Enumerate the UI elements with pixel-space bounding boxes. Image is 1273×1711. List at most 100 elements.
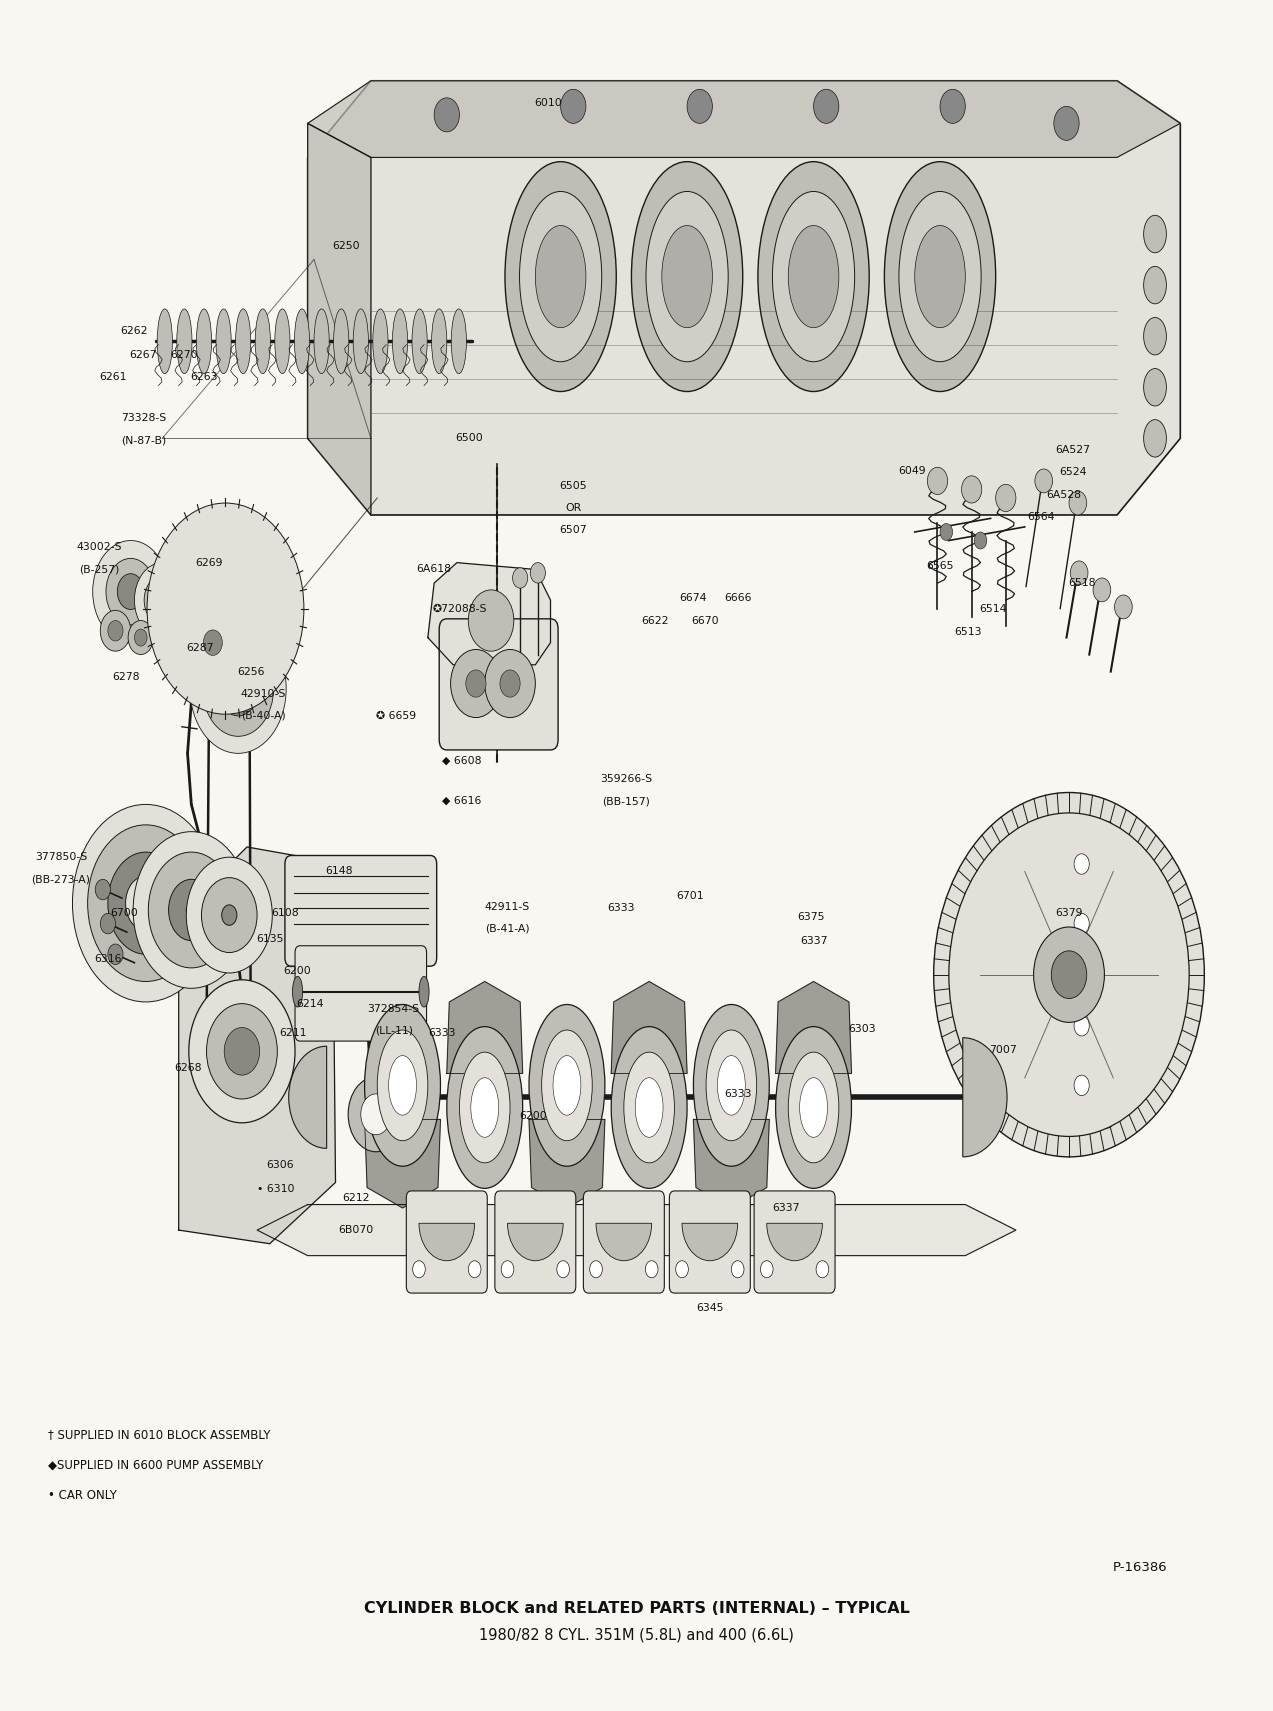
Text: 6256: 6256	[237, 667, 265, 676]
Ellipse shape	[885, 161, 995, 392]
Ellipse shape	[505, 161, 616, 392]
Circle shape	[202, 642, 274, 736]
Circle shape	[101, 611, 131, 652]
Circle shape	[1035, 469, 1053, 493]
Ellipse shape	[773, 192, 854, 361]
Circle shape	[645, 1261, 658, 1278]
Circle shape	[1115, 595, 1132, 619]
Polygon shape	[308, 123, 370, 515]
Ellipse shape	[635, 1078, 663, 1138]
Text: † SUPPLIED IN 6010 BLOCK ASSEMBLY: † SUPPLIED IN 6010 BLOCK ASSEMBLY	[48, 1429, 271, 1441]
Text: (N-87-B): (N-87-B)	[121, 435, 165, 445]
Ellipse shape	[757, 161, 869, 392]
Circle shape	[485, 650, 536, 717]
Circle shape	[732, 1261, 743, 1278]
Ellipse shape	[388, 1056, 416, 1116]
Text: (BB-157): (BB-157)	[602, 796, 651, 806]
Circle shape	[556, 1261, 569, 1278]
Polygon shape	[178, 847, 336, 1244]
Circle shape	[190, 625, 286, 753]
Circle shape	[93, 541, 168, 643]
Circle shape	[213, 592, 238, 626]
Ellipse shape	[788, 226, 839, 329]
Circle shape	[1094, 578, 1111, 602]
FancyBboxPatch shape	[583, 1191, 665, 1294]
Circle shape	[687, 89, 713, 123]
Polygon shape	[257, 1205, 1016, 1256]
Ellipse shape	[373, 310, 388, 373]
Text: 6268: 6268	[174, 1063, 201, 1073]
Text: 6518: 6518	[1068, 578, 1095, 589]
Circle shape	[179, 592, 196, 614]
Text: 6108: 6108	[271, 909, 299, 919]
Circle shape	[186, 857, 272, 974]
Text: (B-257): (B-257)	[79, 565, 120, 575]
Ellipse shape	[718, 1056, 745, 1116]
Ellipse shape	[216, 310, 232, 373]
Text: 6261: 6261	[99, 371, 127, 382]
Circle shape	[451, 650, 502, 717]
Ellipse shape	[799, 1078, 827, 1138]
Circle shape	[1051, 951, 1087, 999]
Text: 6306: 6306	[266, 1160, 294, 1170]
Text: (LL-11): (LL-11)	[374, 1027, 412, 1035]
Circle shape	[188, 980, 295, 1122]
Polygon shape	[775, 982, 852, 1073]
FancyBboxPatch shape	[754, 1191, 835, 1294]
Text: 6200: 6200	[284, 967, 312, 977]
Text: 6333: 6333	[724, 1088, 751, 1098]
Ellipse shape	[236, 310, 251, 373]
Text: 6505: 6505	[559, 481, 587, 491]
Text: 6214: 6214	[297, 999, 323, 1008]
Text: 6263: 6263	[190, 371, 218, 382]
Ellipse shape	[694, 1004, 769, 1167]
Ellipse shape	[419, 977, 429, 1008]
Wedge shape	[682, 1223, 737, 1261]
Circle shape	[164, 573, 210, 635]
Text: 6049: 6049	[899, 465, 925, 476]
Circle shape	[186, 903, 196, 917]
Wedge shape	[289, 1045, 327, 1148]
Circle shape	[939, 524, 952, 541]
Ellipse shape	[536, 226, 586, 329]
Text: 6316: 6316	[94, 955, 122, 965]
Circle shape	[108, 852, 183, 955]
Text: 6A618: 6A618	[416, 565, 452, 575]
Ellipse shape	[377, 1030, 428, 1141]
Circle shape	[412, 1261, 425, 1278]
Circle shape	[502, 1261, 514, 1278]
Circle shape	[202, 578, 248, 640]
Ellipse shape	[1143, 419, 1166, 457]
Ellipse shape	[364, 1004, 440, 1167]
Circle shape	[1069, 491, 1087, 515]
Text: (B-40-A): (B-40-A)	[241, 710, 286, 720]
Circle shape	[164, 527, 286, 690]
Ellipse shape	[255, 310, 270, 373]
Ellipse shape	[1143, 318, 1166, 354]
Text: 6269: 6269	[195, 558, 223, 568]
Circle shape	[108, 621, 123, 642]
Text: 6500: 6500	[456, 433, 484, 443]
Text: 73328-S: 73328-S	[121, 412, 165, 423]
Circle shape	[204, 630, 223, 655]
Ellipse shape	[412, 310, 428, 373]
Circle shape	[218, 662, 258, 715]
Circle shape	[95, 879, 111, 900]
Ellipse shape	[645, 192, 728, 361]
Circle shape	[222, 905, 237, 926]
Text: 6200: 6200	[519, 1110, 546, 1121]
Circle shape	[434, 98, 460, 132]
Wedge shape	[596, 1223, 652, 1261]
Ellipse shape	[294, 310, 309, 373]
Circle shape	[206, 1004, 278, 1098]
Ellipse shape	[624, 1052, 675, 1163]
Text: 6379: 6379	[1055, 909, 1083, 919]
FancyBboxPatch shape	[406, 1191, 488, 1294]
Text: P-16386: P-16386	[1113, 1560, 1167, 1574]
Text: OR: OR	[565, 503, 582, 513]
Circle shape	[948, 813, 1189, 1136]
Ellipse shape	[447, 1027, 523, 1189]
Circle shape	[149, 852, 234, 968]
Text: 42910-S: 42910-S	[241, 690, 286, 698]
Text: 6270: 6270	[169, 351, 197, 359]
